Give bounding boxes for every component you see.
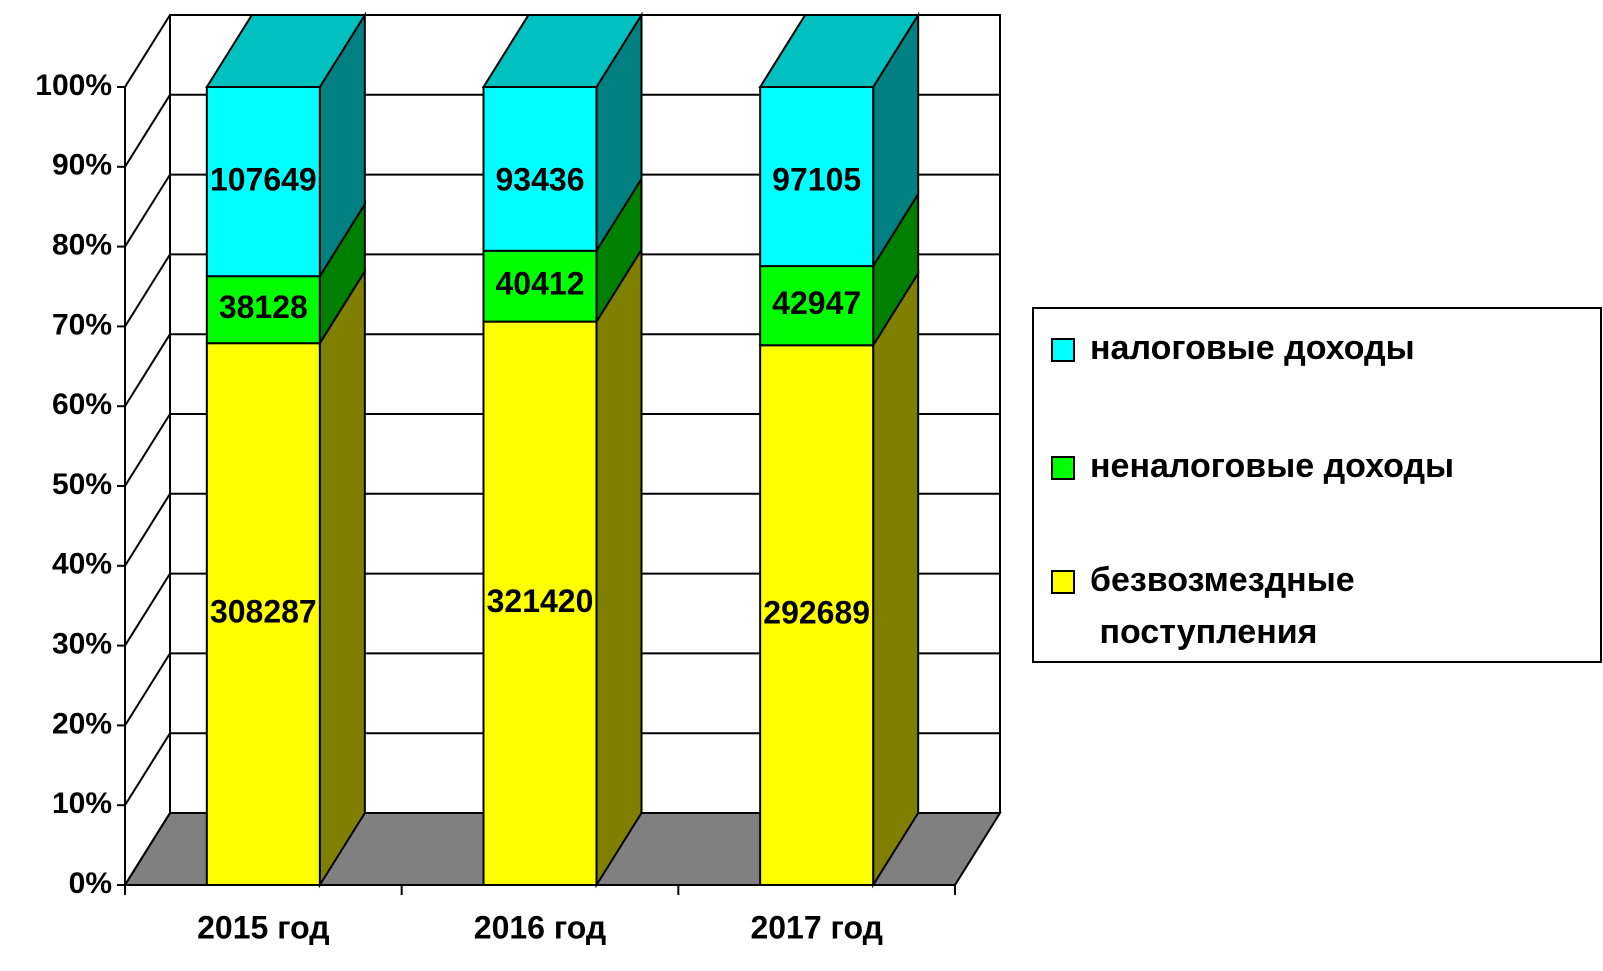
side-grid-line: [124, 253, 171, 327]
bar: [759, 86, 875, 268]
bar-side: [318, 267, 366, 889]
bar: [205, 86, 321, 278]
data-label: 321420: [487, 583, 594, 619]
bar-top: [758, 14, 920, 88]
legend-swatch: [1051, 456, 1075, 480]
data-label: 93436: [496, 161, 585, 197]
x-tick-label: 2017 год: [750, 909, 882, 945]
x-tick-label: 2015 год: [197, 909, 329, 945]
side-grid-line: [124, 493, 171, 567]
side-grid-line: [124, 573, 171, 647]
y-tick-label: 90%: [52, 149, 112, 182]
legend-label: безвозмездные поступления: [1090, 561, 1355, 651]
y-tick-label: 70%: [52, 308, 112, 341]
data-label: 97105: [772, 161, 861, 197]
bar: [482, 320, 598, 887]
side-grid-line: [124, 174, 171, 248]
data-label: 308287: [210, 594, 317, 630]
data-label: 292689: [763, 595, 870, 631]
y-tick-label: 0%: [69, 867, 112, 900]
bar: [205, 275, 321, 345]
bar: [759, 344, 875, 886]
x-tick-label: 2016 год: [474, 909, 606, 945]
y-tick-label: 100%: [35, 69, 112, 102]
legend-label: налоговые доходы: [1090, 329, 1415, 367]
legend-label: неналоговые доходы: [1090, 447, 1454, 485]
bar-side: [872, 269, 920, 889]
side-grid-line: [124, 732, 171, 806]
y-tick-label: 20%: [52, 707, 112, 740]
legend-swatch: [1051, 338, 1075, 362]
side-grid-line: [124, 333, 171, 407]
y-tick-label: 60%: [52, 388, 112, 421]
side-grid-line: [124, 94, 171, 168]
side-grid-line: [124, 812, 171, 886]
y-tick-label: 30%: [52, 628, 112, 661]
y-tick-label: 10%: [52, 787, 112, 820]
data-label: 38128: [219, 289, 308, 325]
data-label: 40412: [496, 266, 585, 302]
bar-top: [481, 14, 644, 88]
legend: налоговые доходы неналоговые доходы безвоз…: [1032, 307, 1602, 663]
y-tick-label: 50%: [52, 468, 112, 501]
bar-side: [595, 246, 643, 889]
side-grid-line: [124, 652, 171, 726]
legend-swatch: [1051, 570, 1075, 594]
y-tick-label: 80%: [52, 229, 112, 262]
data-label: 107649: [210, 161, 317, 197]
data-label: 42947: [772, 285, 861, 321]
side-grid-line: [124, 413, 171, 487]
legend-box: [1032, 307, 1602, 663]
y-tick-label: 40%: [52, 548, 112, 581]
bar-top: [205, 14, 367, 88]
side-grid-line: [124, 14, 171, 88]
